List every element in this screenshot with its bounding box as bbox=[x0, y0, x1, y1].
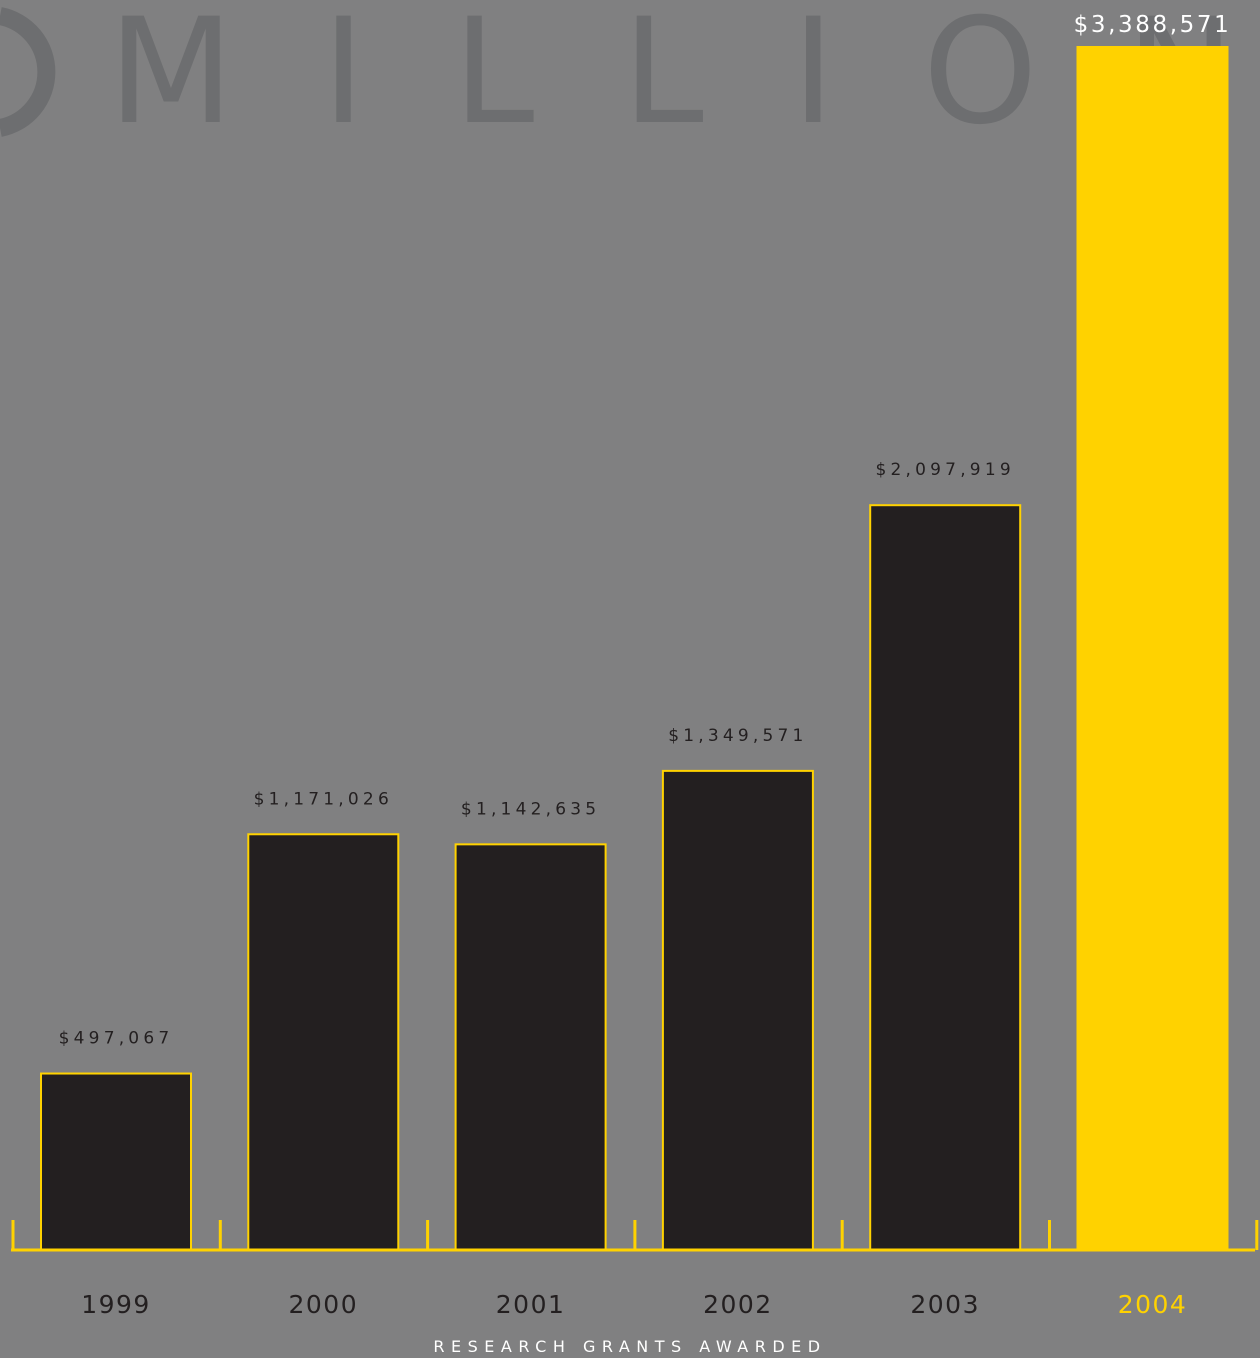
background-letter-arc bbox=[0, 7, 56, 137]
category-label-2002: 2002 bbox=[703, 1290, 773, 1319]
value-label-2003: $2,097,919 bbox=[876, 460, 1015, 480]
value-label-2001: $1,142,635 bbox=[461, 799, 600, 819]
bar-2000 bbox=[247, 833, 400, 1252]
category-label-1999: 1999 bbox=[81, 1290, 151, 1319]
bar-2004 bbox=[1076, 46, 1229, 1251]
background-word: MILLION bbox=[108, 0, 1260, 157]
category-label-2001: 2001 bbox=[496, 1290, 566, 1319]
x-axis-title: RESEARCH GRANTS AWARDED bbox=[433, 1337, 826, 1356]
bar-2001 bbox=[454, 843, 607, 1252]
category-labels-group: 1999 2000 2001 2002 2003 2004 bbox=[81, 1290, 1188, 1319]
bars-group bbox=[40, 46, 1229, 1252]
value-label-2000: $1,171,026 bbox=[254, 789, 393, 809]
category-label-2004: 2004 bbox=[1118, 1290, 1188, 1319]
bar-1999 bbox=[40, 1072, 192, 1252]
value-label-2004: $3,388,571 bbox=[1074, 12, 1232, 38]
background-word-graphic: MILLION bbox=[0, 0, 1235, 157]
category-label-2003: 2003 bbox=[910, 1290, 980, 1319]
category-label-2000: 2000 bbox=[288, 1290, 358, 1319]
bar-2002 bbox=[661, 769, 814, 1251]
value-label-1999: $497,067 bbox=[59, 1029, 174, 1049]
x-axis-group bbox=[11, 1220, 1259, 1252]
value-label-2002: $1,349,571 bbox=[668, 726, 807, 746]
value-labels-group: $497,067 $1,171,026 $1,142,635 $1,349,571 $2… bbox=[59, 12, 1232, 1049]
bar-2003 bbox=[869, 504, 1022, 1251]
